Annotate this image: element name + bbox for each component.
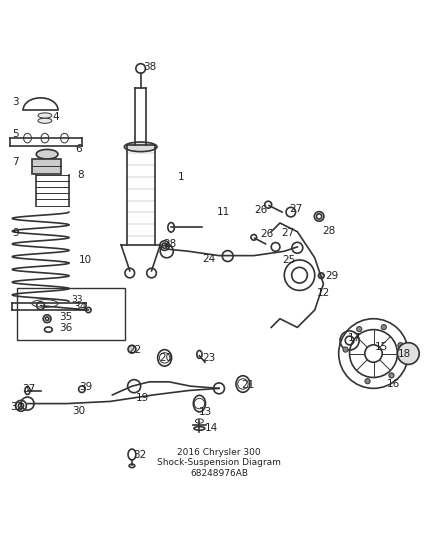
Ellipse shape (36, 149, 58, 159)
Text: 13: 13 (198, 407, 212, 417)
Ellipse shape (38, 113, 52, 118)
Circle shape (398, 343, 403, 348)
Text: 36: 36 (59, 324, 72, 333)
Text: 33: 33 (71, 295, 82, 304)
Text: 27: 27 (290, 204, 303, 214)
Text: 26: 26 (254, 205, 267, 215)
Text: 7: 7 (12, 157, 19, 167)
Text: 37: 37 (22, 384, 35, 394)
Text: 28: 28 (163, 239, 177, 249)
Circle shape (397, 343, 419, 365)
Text: 24: 24 (202, 254, 215, 264)
Text: 5: 5 (12, 129, 19, 139)
Circle shape (343, 347, 348, 352)
Text: 1: 1 (178, 172, 184, 182)
Text: 11: 11 (217, 207, 230, 217)
Text: 14: 14 (205, 423, 218, 433)
Text: 32: 32 (133, 449, 146, 459)
Text: 4: 4 (53, 112, 60, 122)
Text: 17: 17 (347, 333, 360, 343)
Text: 39: 39 (79, 383, 92, 392)
Text: 22: 22 (128, 345, 142, 355)
Text: 23: 23 (202, 353, 215, 363)
Text: 2016 Chrysler 300
Shock-Suspension Diagram
68248976AB: 2016 Chrysler 300 Shock-Suspension Diagr… (157, 448, 281, 478)
Circle shape (389, 373, 394, 378)
Text: 27: 27 (281, 228, 294, 238)
Text: 9: 9 (12, 228, 19, 238)
Text: 26: 26 (260, 229, 274, 239)
Text: 6: 6 (75, 144, 82, 154)
Circle shape (381, 325, 386, 330)
Text: 34: 34 (73, 302, 86, 312)
Text: 30: 30 (72, 406, 85, 416)
Ellipse shape (38, 118, 52, 123)
Text: 25: 25 (282, 255, 295, 265)
Text: 28: 28 (322, 226, 336, 236)
Text: 8: 8 (78, 170, 84, 180)
Text: 18: 18 (398, 349, 412, 359)
Text: 16: 16 (387, 379, 400, 389)
Text: 29: 29 (325, 271, 338, 281)
Text: 20: 20 (159, 353, 172, 364)
Text: 35: 35 (59, 312, 72, 321)
Circle shape (365, 378, 370, 384)
Bar (32, 158, 61, 174)
Text: 10: 10 (79, 255, 92, 265)
Text: 19: 19 (135, 393, 148, 403)
Bar (17, 288, 125, 341)
Ellipse shape (124, 142, 157, 151)
Ellipse shape (128, 345, 136, 353)
Text: 12: 12 (317, 288, 330, 297)
Text: 32: 32 (10, 402, 23, 411)
Ellipse shape (318, 273, 324, 278)
Text: 3: 3 (12, 96, 19, 107)
Circle shape (357, 327, 362, 332)
Text: 21: 21 (242, 380, 255, 390)
Text: 38: 38 (143, 62, 156, 72)
Text: 15: 15 (375, 342, 388, 352)
